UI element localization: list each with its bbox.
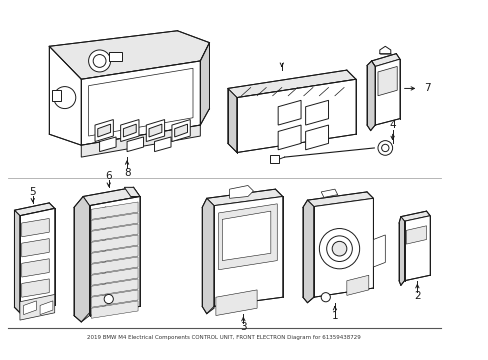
Circle shape [54, 87, 76, 109]
Polygon shape [74, 197, 89, 322]
Polygon shape [20, 294, 55, 320]
Polygon shape [218, 204, 277, 270]
Polygon shape [91, 224, 138, 241]
Polygon shape [89, 197, 140, 315]
Polygon shape [91, 268, 138, 285]
Polygon shape [146, 120, 164, 141]
Polygon shape [307, 192, 373, 207]
Polygon shape [398, 217, 404, 285]
Text: 5: 5 [29, 187, 36, 197]
Polygon shape [21, 219, 49, 237]
Text: 6: 6 [105, 171, 112, 181]
Polygon shape [313, 198, 373, 297]
Polygon shape [20, 208, 55, 313]
Polygon shape [215, 290, 257, 315]
Circle shape [104, 294, 113, 303]
Polygon shape [21, 239, 49, 257]
Polygon shape [227, 70, 355, 98]
Text: 2: 2 [413, 291, 420, 301]
Text: 7: 7 [423, 84, 429, 94]
Text: 1: 1 [331, 311, 338, 321]
Polygon shape [127, 137, 143, 152]
Polygon shape [21, 279, 49, 297]
Text: 3: 3 [240, 323, 246, 332]
Polygon shape [404, 216, 429, 281]
Circle shape [93, 55, 106, 67]
Polygon shape [91, 246, 138, 263]
Polygon shape [400, 211, 429, 221]
Bar [52, 90, 61, 101]
Polygon shape [237, 79, 355, 153]
Circle shape [381, 144, 388, 152]
Polygon shape [202, 198, 214, 314]
Polygon shape [366, 61, 374, 131]
Polygon shape [305, 125, 328, 150]
Polygon shape [374, 59, 399, 125]
Polygon shape [21, 259, 49, 277]
Polygon shape [200, 42, 209, 125]
Polygon shape [377, 67, 396, 96]
Polygon shape [23, 301, 36, 315]
Polygon shape [302, 200, 313, 303]
Polygon shape [81, 125, 200, 157]
Polygon shape [88, 68, 193, 136]
Circle shape [319, 229, 359, 269]
Polygon shape [98, 124, 110, 137]
Polygon shape [91, 301, 138, 318]
Polygon shape [206, 189, 282, 206]
Polygon shape [227, 89, 237, 153]
Text: 4: 4 [388, 120, 395, 130]
Polygon shape [214, 197, 282, 306]
Polygon shape [15, 203, 55, 216]
Circle shape [321, 293, 330, 302]
Text: 2019 BMW M4 Electrical Components CONTROL UNIT, FRONT ELECTRON Diagram for 61359: 2019 BMW M4 Electrical Components CONTRO… [87, 335, 360, 340]
Bar [108, 52, 122, 61]
Polygon shape [278, 100, 301, 125]
Polygon shape [91, 279, 138, 296]
Polygon shape [83, 187, 140, 206]
Polygon shape [81, 61, 200, 145]
Polygon shape [373, 235, 385, 267]
Bar [269, 155, 279, 163]
Circle shape [326, 236, 352, 261]
Polygon shape [379, 46, 390, 54]
Polygon shape [121, 120, 139, 141]
Polygon shape [305, 100, 328, 125]
Polygon shape [174, 124, 187, 137]
Polygon shape [91, 290, 138, 307]
Polygon shape [278, 125, 301, 150]
Polygon shape [100, 137, 116, 152]
Polygon shape [40, 301, 53, 315]
Polygon shape [124, 187, 140, 197]
Text: 8: 8 [123, 168, 130, 178]
Polygon shape [91, 235, 138, 252]
Polygon shape [321, 189, 337, 197]
Polygon shape [149, 124, 162, 137]
Polygon shape [49, 31, 209, 79]
Polygon shape [49, 46, 81, 145]
Polygon shape [371, 54, 399, 67]
Polygon shape [15, 210, 20, 313]
Polygon shape [406, 226, 426, 244]
Polygon shape [91, 213, 138, 230]
Polygon shape [91, 257, 138, 274]
Polygon shape [154, 137, 171, 152]
Polygon shape [91, 202, 138, 219]
Polygon shape [222, 211, 270, 261]
Polygon shape [229, 185, 253, 198]
Polygon shape [346, 275, 368, 296]
Circle shape [88, 50, 110, 72]
Polygon shape [172, 120, 190, 141]
Polygon shape [95, 120, 113, 141]
Circle shape [377, 141, 392, 155]
Polygon shape [123, 124, 136, 137]
Circle shape [331, 241, 346, 256]
